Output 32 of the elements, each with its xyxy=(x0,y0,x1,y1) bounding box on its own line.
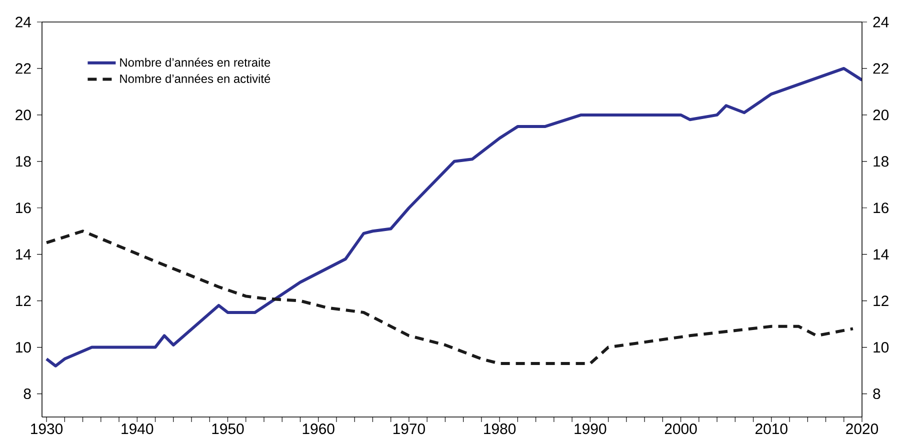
y-tick-label: 22 xyxy=(16,63,31,74)
y2-tick-label: 18 xyxy=(874,156,888,167)
y2-tick-label: 8 xyxy=(873,388,880,400)
y-tick-label: 8 xyxy=(24,388,31,400)
y2-tick-label: 14 xyxy=(874,249,889,260)
line-series xyxy=(45,230,854,366)
y2-tick-label: 16 xyxy=(874,202,888,214)
x-tick-label: 1930 xyxy=(31,424,63,434)
y-tick-label: 10 xyxy=(16,342,31,353)
legend-label: Nombre d’années en retraite xyxy=(120,58,270,67)
y-tick-label: 20 xyxy=(16,110,31,120)
x-tick-label: 1970 xyxy=(393,424,425,434)
y2-tick-label: 10 xyxy=(874,342,889,353)
y2-tick-label: 20 xyxy=(873,110,889,120)
x-tick-label: 1990 xyxy=(574,424,606,434)
x-tick-label: 1980 xyxy=(484,424,516,434)
x-tick-label: 1950 xyxy=(212,424,244,434)
x-tick-label: 2010 xyxy=(756,424,788,434)
y2-tick-label: 22 xyxy=(873,63,888,74)
y2-tick-label: 12 xyxy=(874,296,888,306)
y2-tick-label: 24 xyxy=(873,16,889,28)
x-tick-label: 1940 xyxy=(122,424,154,434)
y-tick-label: 18 xyxy=(16,156,31,167)
x-tick-label: 2000 xyxy=(664,424,697,434)
x-tick-label: 2020 xyxy=(846,424,878,434)
y-tick-label: 12 xyxy=(16,296,31,306)
line-series xyxy=(45,66,862,368)
y-tick-label: 14 xyxy=(16,249,32,260)
legend-label: Nombre d’années en activité xyxy=(120,74,270,83)
y-tick-label: 24 xyxy=(16,16,32,28)
x-tick-label: 1960 xyxy=(302,424,334,434)
y-tick-label: 16 xyxy=(16,202,31,214)
